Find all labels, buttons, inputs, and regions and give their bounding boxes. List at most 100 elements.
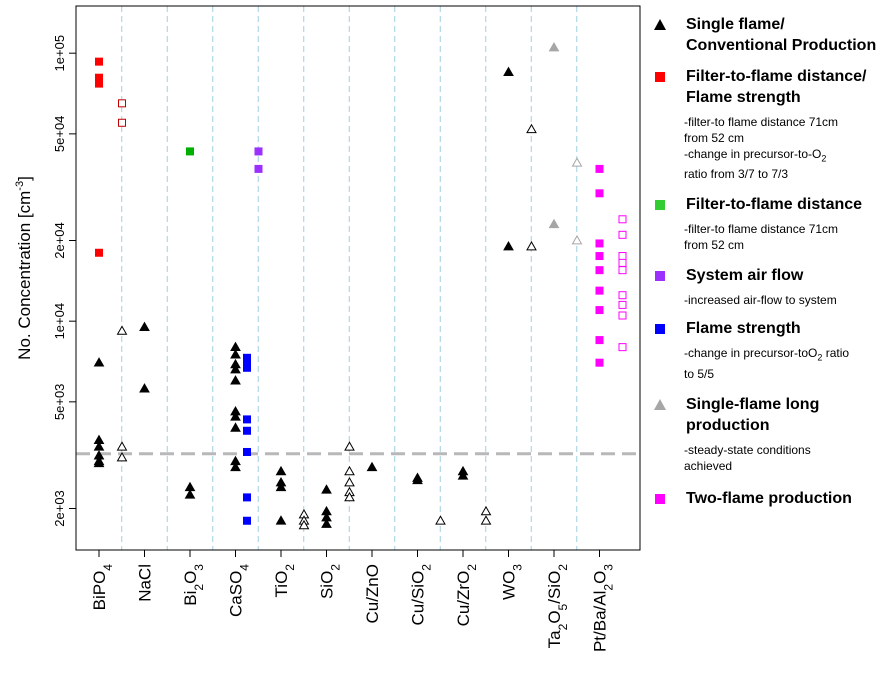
legend-label-line: System air flow [686, 267, 804, 285]
data-point-square-filled [595, 336, 604, 345]
legend-note: -change in precursor-toO2 ratio to 5/5 [684, 345, 890, 381]
x-tick-label: NaCl [136, 564, 155, 602]
legend-note-line: -filter-to flame distance 71cm [684, 222, 839, 237]
data-point-square-open [118, 99, 126, 108]
data-point-triangle-open [480, 505, 492, 516]
legend-label: Filter-to-flame distance/Flame strength [686, 66, 890, 108]
data-point-square-filled [254, 164, 263, 173]
legend-label-line: Conventional Production [686, 37, 877, 54]
legend-item: Single-flame long production -steady-state… [652, 394, 890, 474]
legend-label: Filter-to-flame distance [686, 194, 890, 215]
legend-note-line: -increased air-flow to system [684, 293, 837, 308]
data-point-triangle-filled [503, 66, 514, 76]
data-point-triangle-open [116, 451, 128, 462]
x-tick-label: Bi2O3 [181, 564, 206, 606]
data-point-triangle-filled [230, 422, 241, 432]
data-point-triangle-open [571, 234, 583, 245]
data-point-triangle-filled [503, 240, 514, 251]
data-point-triangle-filled [230, 411, 241, 421]
legend-note: -steady-state conditions achieved [684, 442, 890, 474]
data-point-triangle-filled [548, 218, 560, 229]
data-point-square-filled [243, 363, 251, 372]
data-point-square-open [618, 311, 627, 320]
data-point-square-filled [595, 239, 604, 248]
legend-label-line: production [686, 416, 770, 434]
legend-note-line: -filter-to flame distance 71cm [684, 115, 839, 129]
legend-note-line: from 52 cm [684, 131, 745, 145]
y-tick-label: 2e+03 [52, 490, 67, 527]
data-point-square-filled [595, 189, 604, 198]
data-point-square-open [618, 258, 627, 267]
data-point-square-filled [95, 57, 103, 66]
data-point-triangle-filled [93, 441, 105, 451]
data-point-square-filled [595, 266, 604, 275]
data-point-square-open [618, 266, 627, 275]
data-point-square-filled [243, 493, 251, 502]
data-point-triangle-open [116, 325, 128, 335]
legend-note-line: from 52 cm [684, 238, 745, 253]
legend-square-marker [655, 72, 665, 82]
legend-label-line: Filter-to-flame distance/ [686, 68, 867, 85]
data-point-triangle-open [435, 515, 446, 525]
data-point-triangle-filled [321, 484, 332, 494]
legend-item: Single flame/Conventional Production [652, 14, 890, 56]
data-point-square-open [618, 300, 627, 309]
data-point-triangle-filled [457, 470, 469, 480]
data-point-triangle-filled [275, 465, 287, 476]
legend-square-marker [655, 200, 665, 211]
legend-note-line: -change in precursor-toO2 ratio [684, 346, 850, 363]
data-point-triangle-open [526, 240, 537, 251]
data-point-triangle-open [116, 441, 128, 451]
data-point-triangle-open [344, 491, 355, 502]
data-point-triangle-open [571, 157, 583, 167]
y-tick-label: 5e+03 [52, 384, 67, 421]
y-tick-label: 2e+04 [52, 222, 67, 259]
data-point-triangle-filled [139, 321, 150, 332]
legend-label: Single flame/Conventional Production [686, 14, 890, 56]
legend-item: Filter-to-flame distance -filter-to flame… [652, 194, 890, 253]
legend-note: -filter-to flame distance 71cm from 52 c… [684, 114, 890, 182]
data-point-square-filled [595, 306, 604, 315]
data-point-triangle-filled [275, 481, 287, 492]
legend-note-line: -change in precursor-to-O2 [684, 147, 827, 164]
legend-item: Flame strength -change in precursor-toO2 … [652, 318, 890, 381]
data-point-square-filled [243, 426, 251, 435]
legend-square-marker [655, 271, 665, 282]
legend-label-line: Single-flame long [686, 395, 820, 413]
data-point-triangle-filled [139, 383, 150, 393]
x-tick-label: SiO2 [318, 564, 343, 599]
legend-note-line: ratio from 3/7 to 7/3 [684, 167, 789, 182]
legend-note: -increased air-flow to system [684, 292, 890, 308]
x-tick-label: Pt/Ba/Al2O3 [591, 564, 616, 652]
legend-label-line: Two-flame production [686, 489, 852, 507]
data-point-square-open [118, 118, 126, 127]
data-point-square-filled [595, 252, 604, 261]
data-point-square-filled [595, 164, 604, 173]
data-point-triangle-filled [321, 518, 332, 528]
data-point-square-filled [595, 358, 604, 367]
data-point-triangle-filled [230, 375, 241, 385]
legend-square-marker [655, 324, 665, 335]
data-point-square-filled [243, 516, 251, 525]
legend-label-line: Filter-to-flame distance [686, 196, 863, 214]
legend-note-line: -steady-state conditions [684, 442, 811, 457]
data-point-square-open [618, 215, 627, 224]
legend-label: Flame strength [686, 318, 890, 339]
data-point-square-filled [254, 147, 263, 156]
data-point-triangle-filled [230, 364, 241, 374]
x-tick-label: Cu/SiO2 [409, 564, 434, 626]
data-point-triangle-filled [184, 489, 196, 499]
legend-item: Filter-to-flame distance/Flame strength -… [652, 66, 890, 182]
y-tick-label: 1e+04 [52, 303, 67, 340]
x-tick-label: TiO2 [272, 564, 297, 598]
x-tick-label: Cu/ZrO2 [454, 564, 479, 627]
data-point-square-filled [186, 147, 194, 156]
scatter-chart: 2e+03 5e+03 1e+04 2e+04 5e+04 1e+05 No. Concen… [14, 5, 641, 652]
data-point-triangle-open [344, 441, 355, 451]
data-point-square-filled [243, 447, 251, 456]
legend-square-marker [655, 493, 665, 504]
data-point-triangle-filled [275, 515, 287, 525]
x-tick-label: BiPO4 [90, 564, 115, 611]
data-point-square-open [618, 252, 627, 261]
data-point-square-open [618, 291, 627, 300]
